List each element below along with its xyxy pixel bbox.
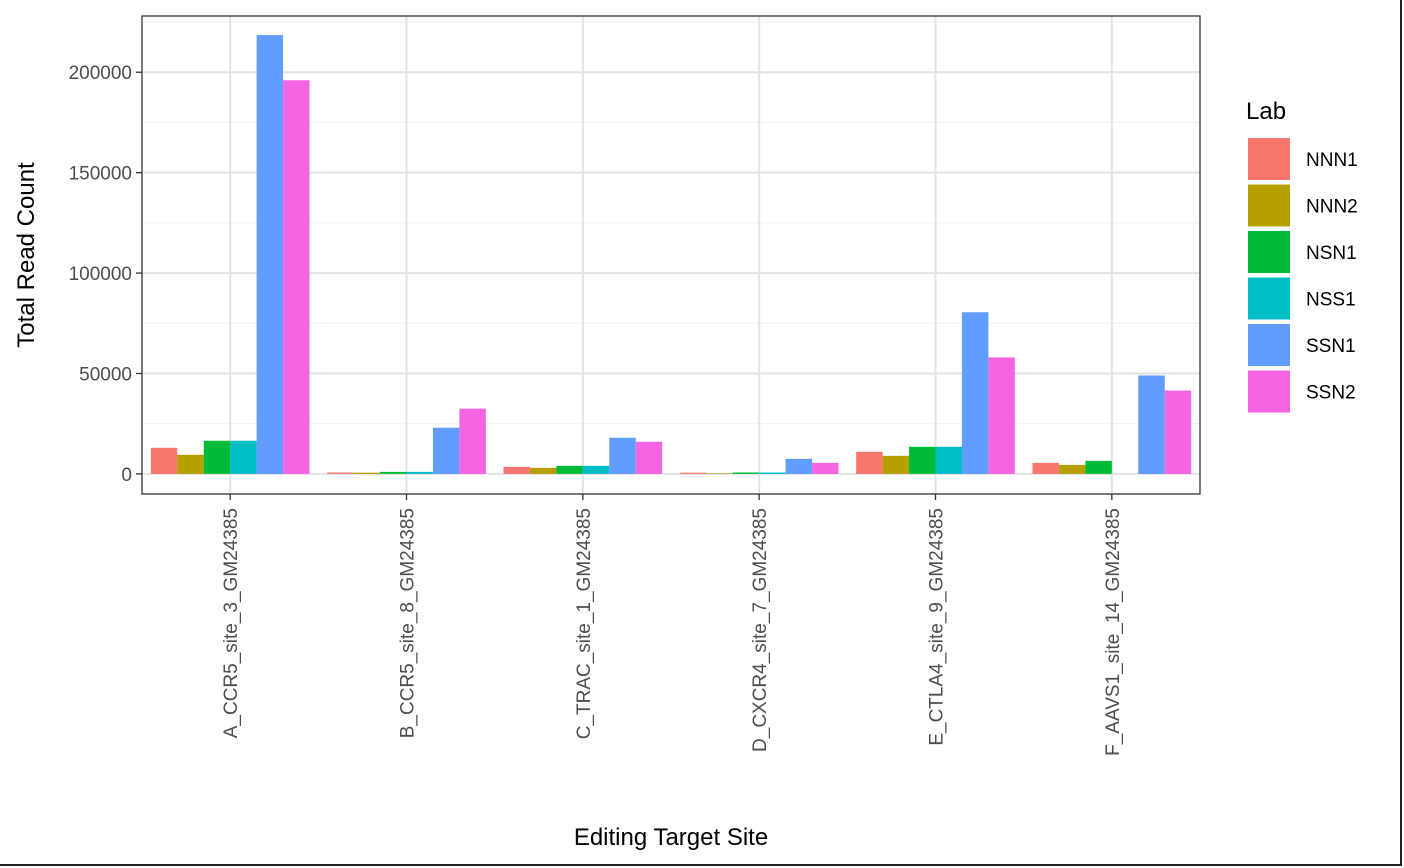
bar-nnn2 — [177, 454, 204, 474]
legend: Lab NNN1 NNN2 NSN1 NSS1 SSN1 SSN2 — [1246, 98, 1358, 413]
legend-label: NNN2 — [1306, 197, 1358, 218]
x-tick-label: B_CCR5_site_8_GM24385 — [398, 508, 419, 738]
bar-nnn1 — [503, 466, 530, 474]
legend-key-ssn2 — [1248, 370, 1290, 413]
bar-ssn2 — [635, 441, 663, 474]
legend-key-nnn2 — [1248, 184, 1290, 227]
x-axis: A_CCR5_site_3_GM24385 B_CCR5_site_8_GM243… — [221, 494, 1124, 756]
bar-ssn1 — [961, 312, 989, 474]
bar-nnn1 — [327, 472, 354, 474]
bar-nss1 — [935, 446, 962, 474]
x-tick-label: C_TRAC_site_1_GM24385 — [574, 508, 595, 739]
legend-label: NSN1 — [1306, 243, 1357, 264]
bar-nsn1 — [203, 440, 231, 474]
bar-nss1 — [230, 440, 257, 474]
legend-key-nss1 — [1248, 277, 1290, 320]
legend-key-ssn1 — [1248, 324, 1290, 366]
bar-ssn1 — [432, 427, 460, 474]
y-tick-label: 50000 — [79, 364, 132, 385]
bar-ssn1 — [609, 437, 636, 474]
legend-label: SSN1 — [1306, 336, 1356, 357]
bar-ssn2 — [812, 462, 839, 474]
bar-nnn2 — [529, 467, 557, 474]
y-tick-label: 200000 — [69, 63, 132, 84]
x-tick-label: E_CTLA4_site_9_GM24385 — [927, 508, 948, 746]
bar-nnn2 — [353, 472, 381, 474]
plot-panel — [142, 16, 1200, 494]
x-tick-label: D_CXCR4_site_7_GM24385 — [750, 508, 771, 752]
bar-nnn1 — [150, 447, 178, 474]
bar-nnn1 — [1032, 462, 1059, 474]
legend-label: SSN2 — [1306, 383, 1356, 404]
x-axis-title: Editing Target Site — [574, 824, 768, 851]
bar-nnn1 — [679, 472, 707, 474]
bar-ssn1 — [785, 458, 813, 474]
bar-nnn2 — [1058, 464, 1086, 474]
legend-label: NNN1 — [1306, 150, 1358, 171]
bar-ssn2 — [1164, 390, 1192, 474]
bar-ssn2 — [283, 80, 310, 474]
y-tick-label: 0 — [121, 465, 132, 486]
y-tick-label: 100000 — [69, 264, 132, 285]
bar-nsn1 — [556, 465, 583, 474]
legend-key-nsn1 — [1248, 231, 1290, 273]
bar-nsn1 — [380, 471, 407, 474]
bar-nss1 — [582, 465, 610, 474]
bars — [150, 35, 1192, 474]
minor-gridlines — [142, 21, 1200, 425]
bar-ssn2 — [459, 408, 486, 474]
x-tick-label: F_AAVS1_site_14_GM24385 — [1103, 508, 1124, 756]
bar-nnn2 — [882, 455, 910, 474]
bar-nnn2 — [706, 473, 733, 474]
major-gridlines — [142, 16, 1200, 494]
bar-ssn2 — [988, 357, 1015, 474]
bar-nnn1 — [856, 451, 883, 474]
legend-title: Lab — [1246, 98, 1286, 125]
bar-nsn1 — [1085, 460, 1112, 474]
bar-nsn1 — [732, 472, 760, 474]
bar-nss1 — [759, 472, 786, 474]
plot-border — [141, 15, 1201, 495]
bar-nsn1 — [909, 446, 936, 474]
bar-nss1 — [406, 471, 433, 474]
y-axis-title: Total Read Count — [13, 162, 40, 348]
legend-key-nnn1 — [1248, 138, 1290, 180]
y-tick-label: 150000 — [69, 164, 132, 185]
y-axis: 0 50000 100000 150000 200000 — [69, 63, 142, 486]
legend-label: NSS1 — [1306, 290, 1356, 311]
x-tick-label: A_CCR5_site_3_GM24385 — [221, 508, 242, 738]
bar-ssn1 — [256, 35, 284, 474]
bar-ssn1 — [1138, 375, 1165, 474]
